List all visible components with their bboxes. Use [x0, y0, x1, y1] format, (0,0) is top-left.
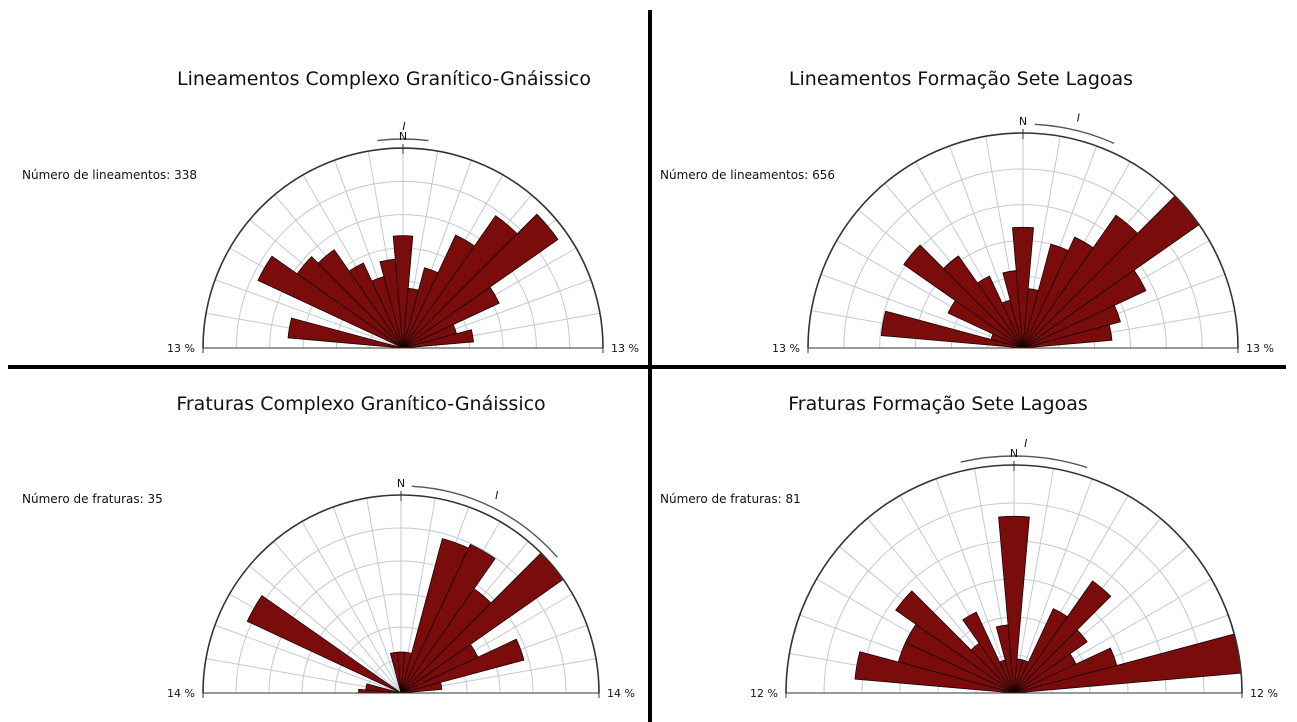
- petals: [854, 515, 1242, 694]
- mean-direction-arc: [960, 455, 1088, 469]
- north-label: N: [1010, 447, 1018, 460]
- rose-petal: [976, 275, 1024, 349]
- rose-petal: [1013, 580, 1112, 694]
- north-label: N: [399, 130, 407, 143]
- axis-max-label-right: 14 %: [607, 687, 635, 700]
- rose-petal: [400, 681, 443, 694]
- north-label: N: [397, 477, 405, 490]
- rose-petal: [962, 611, 1015, 694]
- rose-petal: [903, 244, 1024, 349]
- count-label: Número de fraturas: 35: [22, 492, 163, 506]
- grid-spoke: [249, 565, 402, 694]
- mean-direction-arc: [377, 138, 429, 142]
- axis-max-label-left: 13 %: [167, 342, 195, 355]
- grid-spoke: [820, 273, 1024, 349]
- rose-petal: [1013, 629, 1088, 694]
- axis-max-label-left: 14 %: [167, 687, 195, 700]
- rose-petal: [942, 255, 1024, 349]
- rose-petal: [1012, 226, 1034, 349]
- mean-direction-arc: [1034, 123, 1115, 145]
- chart-title: Lineamentos Formação Sete Lagoas: [788, 68, 1134, 90]
- rose-petal: [392, 235, 414, 349]
- rose-petal: [1022, 269, 1147, 349]
- axis-max-label-left: 12 %: [750, 687, 778, 700]
- count-label: Número de lineamentos: 656: [660, 168, 836, 182]
- rose-petal: [895, 590, 1015, 694]
- axis-max-label-left: 13 %: [772, 342, 800, 355]
- count-label: Número de fraturas: 81: [660, 492, 801, 506]
- petals: [257, 213, 559, 349]
- rose-petal: [1022, 324, 1113, 349]
- grid-spoke: [214, 624, 402, 694]
- rose-petal: [998, 515, 1030, 694]
- petals: [880, 195, 1200, 349]
- chart-title: Fraturas Formação Sete Lagoas: [788, 393, 1088, 415]
- petals: [246, 538, 564, 694]
- grid-spoke: [214, 279, 404, 349]
- rose-petal: [402, 286, 500, 349]
- grid-spoke: [273, 541, 402, 694]
- rose-petal: [400, 543, 496, 694]
- grid-spoke: [1013, 478, 1093, 694]
- rose-petal: [1022, 304, 1121, 349]
- axis-max-label-right: 13 %: [611, 342, 639, 355]
- rose-petal: [287, 317, 404, 349]
- grid-spoke: [935, 478, 1015, 694]
- rose-petal: [880, 310, 1024, 349]
- count-label: Número de lineamentos: 338: [22, 168, 198, 182]
- mean-marker: I: [495, 489, 498, 502]
- rose-petal: [348, 262, 404, 349]
- chart-title: Fraturas Complexo Granítico-Gnáissico: [176, 393, 546, 415]
- horizontal-divider: [8, 365, 1286, 369]
- rose-petal: [317, 249, 404, 349]
- chart-title: Lineamentos Complexo Granítico-Gnáissico: [177, 68, 591, 90]
- mean-direction-arc: [411, 485, 558, 558]
- mean-marker: I: [402, 120, 405, 133]
- rose-petal: [400, 638, 525, 694]
- rose-petal: [365, 683, 402, 694]
- mean-marker: I: [1077, 111, 1080, 124]
- axis-max-label-right: 13 %: [1246, 342, 1274, 355]
- axis-max-label-right: 12 %: [1250, 687, 1278, 700]
- rose-petal: [296, 256, 404, 349]
- rose-petal: [257, 255, 404, 349]
- rose-petal: [402, 329, 474, 349]
- north-label: N: [1019, 115, 1027, 128]
- mean-marker: I: [1024, 437, 1027, 450]
- grid-spoke: [332, 506, 402, 694]
- rose-petal: [246, 595, 402, 694]
- grid-spoke: [301, 521, 402, 694]
- grid-spoke: [1013, 468, 1055, 694]
- rose-petal: [402, 213, 559, 349]
